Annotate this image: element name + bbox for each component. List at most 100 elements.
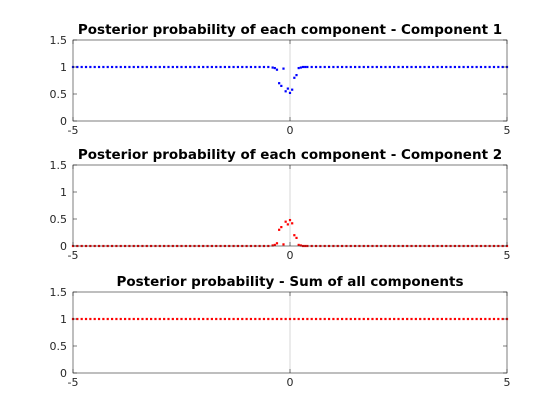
panel-3-point (271, 317, 274, 321)
panel-1-point (427, 65, 430, 69)
panel-1-point (388, 65, 391, 69)
panel-2-point (278, 228, 281, 231)
panel-1-point (197, 65, 200, 69)
panel-3-point (76, 317, 79, 321)
panel-3-point (145, 317, 148, 321)
panel-3-point (475, 317, 478, 321)
panel-3-point (258, 317, 261, 321)
panel-3-point (150, 317, 153, 321)
panel-3-point (380, 317, 383, 321)
panel-1: Posterior probability of each component … (50, 22, 511, 137)
panel-1-point (462, 65, 465, 69)
panel-3-point (93, 317, 96, 321)
panel-1-title: Posterior probability of each component … (78, 22, 502, 38)
panel-1-point (488, 65, 491, 69)
panel-1-point (419, 65, 422, 69)
panel-3-point (128, 317, 131, 321)
panel-1-point (304, 65, 307, 69)
panel-1-point (475, 65, 478, 69)
panel-3-y-tick-label: 0 (60, 367, 67, 380)
panel-3-point (202, 317, 205, 321)
panel-3-point (488, 317, 491, 321)
panel-1-point (241, 65, 244, 69)
panel-3-series (71, 317, 509, 321)
panel-1-y-tick-label: 1.5 (50, 34, 68, 47)
panel-1-point (184, 65, 187, 69)
panel-3-point (314, 317, 318, 321)
panel-3-point (167, 317, 170, 321)
panel-1-point (123, 65, 127, 69)
panel-2-point (273, 243, 276, 247)
panel-3-point (249, 317, 253, 321)
panel-1-point (80, 65, 83, 69)
panel-1-point (84, 65, 88, 69)
panel-3-point (123, 317, 127, 321)
panel-3-point (306, 317, 309, 321)
panel-3-point (354, 317, 357, 321)
panel-3-point (132, 317, 135, 321)
panel-3: Posterior probability - Sum of all compo… (50, 274, 511, 389)
panel-1-point (410, 65, 413, 69)
panel-3-point (241, 317, 244, 321)
panel-1-point (232, 65, 235, 69)
panel-1-point (367, 65, 370, 69)
panel-3-point (384, 317, 387, 321)
panel-3-y-tick-label: 1 (60, 313, 67, 326)
panel-3-point (293, 317, 296, 321)
panel-2-x-tick-label: 0 (287, 249, 294, 262)
panel-3-point (141, 317, 144, 321)
panel-3-point (406, 317, 409, 321)
panel-2-point (297, 243, 300, 247)
panel-1-point (202, 65, 205, 69)
panel-3-point (423, 317, 426, 321)
panel-1-point (358, 65, 361, 69)
panel-1-point (401, 65, 404, 69)
panel-1-point (453, 65, 457, 69)
panel-1-point (340, 65, 344, 69)
panel-3-point (84, 317, 88, 321)
panel-1-point (273, 66, 276, 70)
panel-3-point (106, 317, 109, 321)
panel-3-point (453, 317, 457, 321)
panel-2-title: Posterior probability of each component … (78, 147, 502, 163)
panel-1-point (275, 68, 279, 71)
panel-3-point (466, 317, 470, 321)
panel-1-point (258, 65, 261, 69)
panel-3-point (323, 317, 326, 321)
panel-1-point (167, 65, 170, 69)
panel-1-y-tick-label: 0.5 (50, 88, 68, 101)
panel-2: Posterior probability of each component … (50, 147, 511, 262)
panel-3-point (115, 317, 118, 321)
panel-1-point (332, 65, 335, 69)
panel-1-point (176, 65, 179, 69)
panel-3-point (223, 317, 226, 321)
panel-3-point (89, 317, 92, 321)
panel-3-point (492, 317, 496, 321)
panel-3-point (393, 317, 396, 321)
panel-1-point (458, 65, 461, 69)
panel-2-point (288, 218, 292, 222)
panel-1-point (375, 65, 378, 69)
panel-1-point (501, 65, 504, 69)
panel-3-point (375, 317, 378, 321)
panel-1-point (158, 65, 161, 69)
panel-3-point (219, 317, 222, 321)
panel-3-point (193, 317, 196, 321)
panel-3-point (158, 317, 161, 321)
panel-3-point (371, 317, 374, 321)
panel-3-y-tick-label: 1.5 (50, 286, 68, 299)
panel-1-point (440, 65, 443, 69)
panel-1-point (163, 65, 166, 69)
panel-1-point (293, 76, 296, 79)
panel-1-point (291, 88, 294, 91)
panel-1-point (150, 65, 153, 69)
panel-1-point (132, 65, 135, 69)
panel-1-point (145, 65, 148, 69)
panel-2-point (299, 244, 302, 247)
panel-2-point (271, 244, 274, 247)
panel-3-point (436, 317, 439, 321)
panel-3-point (301, 317, 305, 321)
panel-1-point (236, 65, 240, 69)
panel-3-point (419, 317, 422, 321)
panel-3-point (367, 317, 370, 321)
